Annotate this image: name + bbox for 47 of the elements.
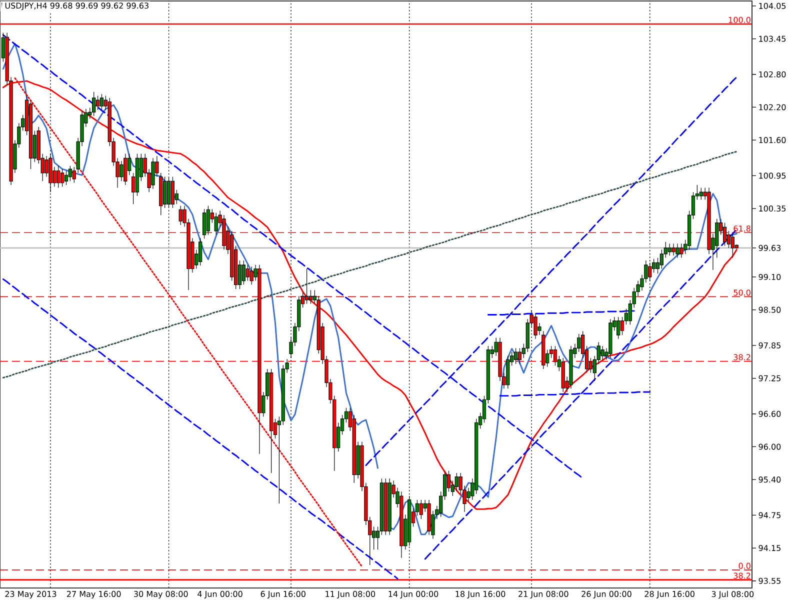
y-tick-label: 101.60 bbox=[759, 137, 786, 144]
candlestick bbox=[644, 260, 648, 283]
annotation: 100.0 bbox=[728, 16, 750, 23]
annotation: 50.0 bbox=[734, 290, 750, 296]
annotation: 61.8 bbox=[734, 226, 750, 232]
candlestick bbox=[608, 318, 612, 358]
x-tick-label: 27 May 16:00 bbox=[67, 590, 121, 599]
y-tick-label: 99.10 bbox=[758, 274, 781, 280]
x-tick-label: 23 May 2013 bbox=[5, 590, 56, 599]
x-tick-label: 3 Jul 08:00 bbox=[712, 590, 754, 599]
y-tick-label: 97.85 bbox=[758, 342, 780, 348]
y-tick-label: 102.80 bbox=[759, 71, 786, 78]
x-tick-label: 14 Jun 00:00 bbox=[388, 590, 438, 598]
candlestick bbox=[569, 346, 573, 389]
x-tick-label: 11 Jun 08:00 bbox=[326, 590, 376, 598]
candlestick bbox=[676, 243, 680, 258]
x-tick-label: 30 May 08:00 bbox=[134, 590, 188, 599]
y-tick-label: 96.00 bbox=[758, 444, 781, 450]
x-tick-label: 21 Jun 08:00 bbox=[518, 590, 568, 598]
y-tick-label: 103.45 bbox=[759, 36, 786, 42]
candlestick bbox=[120, 160, 124, 182]
y-tick-label: 93.55 bbox=[758, 578, 780, 584]
candlestick bbox=[600, 346, 604, 360]
candlestick bbox=[151, 158, 155, 190]
y-tick-label: 102.20 bbox=[759, 104, 786, 110]
y-tick-label: 96.60 bbox=[758, 410, 781, 417]
y-tick-label: 100.95 bbox=[759, 172, 786, 179]
x-tick-label: 26 Jun 00:00 bbox=[582, 590, 632, 598]
annotation: 38.2 bbox=[734, 572, 750, 579]
x-tick-label: 4 Jun 00:00 bbox=[198, 590, 242, 598]
y-tick-label: 100.35 bbox=[759, 206, 786, 212]
x-tick-label: 28 Jun 16:00 bbox=[644, 590, 694, 598]
candlestick bbox=[400, 491, 404, 558]
chart-title: USDJPY,H4 99.68 99.69 99.62 99.63 bbox=[5, 2, 148, 10]
annotation: 0.0 bbox=[738, 562, 750, 569]
y-tick-label: 97.25 bbox=[758, 375, 780, 382]
y-tick-label: 95.40 bbox=[758, 476, 781, 483]
candlestick bbox=[672, 243, 676, 256]
annotation: 38.2 bbox=[734, 354, 750, 360]
y-tick-label: 104.05 bbox=[759, 2, 786, 9]
y-tick-label: 94.75 bbox=[758, 512, 780, 518]
y-tick-label: 99.63 bbox=[758, 244, 781, 251]
y-tick-label: 98.50 bbox=[758, 306, 781, 313]
y-tick-label: 94.15 bbox=[758, 545, 780, 552]
candlestick bbox=[427, 500, 431, 536]
x-tick-label: 6 Jun 16:00 bbox=[260, 590, 306, 598]
x-tick-label: 18 Jun 16:00 bbox=[456, 590, 506, 598]
